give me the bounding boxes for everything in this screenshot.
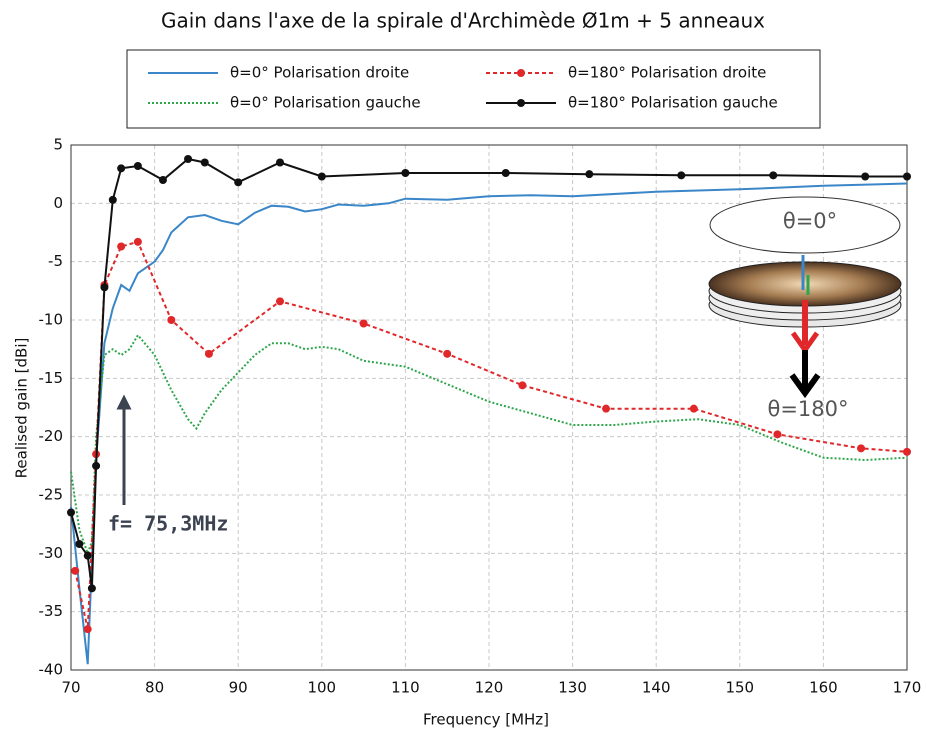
x-tick-label: 140 <box>642 679 671 697</box>
point <box>200 158 209 167</box>
point <box>359 319 368 328</box>
legend-label: θ=0° Polarisation gauche <box>230 94 421 112</box>
y-tick-label: -30 <box>39 544 64 562</box>
legend-marker <box>517 99 525 107</box>
plot-frame <box>70 144 908 671</box>
point <box>133 237 142 246</box>
point <box>87 584 96 593</box>
point <box>689 404 698 413</box>
point <box>67 508 75 517</box>
arrow-black-head <box>789 373 821 399</box>
point <box>861 172 870 181</box>
x-tick-label: 80 <box>145 679 164 697</box>
legend-label: θ=0° Polarisation droite <box>230 64 409 82</box>
theta180-label: θ=180° <box>767 397 848 421</box>
point <box>903 172 911 181</box>
point <box>204 349 213 358</box>
point <box>100 283 109 292</box>
pattern-ellipse <box>709 196 901 254</box>
y-tick-label: 0 <box>53 194 63 212</box>
x-tick-label: 150 <box>725 679 754 697</box>
point <box>501 169 510 177</box>
x-tick-label: 130 <box>558 679 587 697</box>
point <box>276 297 284 306</box>
y-tick-label: -5 <box>48 252 63 270</box>
point <box>108 195 117 204</box>
point <box>158 176 167 184</box>
x-tick-label: 170 <box>893 679 922 697</box>
y-tick-label: -15 <box>39 369 64 387</box>
y-tick-label: -10 <box>39 311 64 329</box>
point <box>857 444 866 453</box>
x-axis-label: Frequency [MHz] <box>423 711 549 729</box>
point <box>677 171 686 180</box>
y-tick-label: -35 <box>39 602 64 620</box>
point <box>769 171 778 180</box>
y-axis-label: Realised gain [dBi] <box>13 338 31 479</box>
point <box>317 172 326 181</box>
legend-box <box>126 49 821 129</box>
point <box>167 316 176 324</box>
legend-label: θ=180° Polarisation droite <box>568 64 766 82</box>
point <box>117 242 126 251</box>
point <box>903 447 911 456</box>
x-tick-label: 100 <box>307 679 336 697</box>
point <box>92 461 101 470</box>
point <box>401 169 410 177</box>
point <box>443 349 452 358</box>
series-line <box>70 157 907 589</box>
chart-title: Gain dans l'axe de la spirale d'Archimèd… <box>161 9 765 33</box>
y-tick-label: -25 <box>39 486 64 504</box>
series-line <box>70 333 908 557</box>
point <box>75 540 84 548</box>
point <box>602 404 611 413</box>
x-tick-label: 110 <box>391 679 420 697</box>
point <box>276 158 284 167</box>
point <box>133 162 142 170</box>
spiral-disk <box>708 261 902 307</box>
point <box>184 155 193 163</box>
point <box>773 430 782 439</box>
series-line <box>70 182 908 665</box>
theta0-label: θ=0° <box>783 209 837 233</box>
x-tick-label: 70 <box>61 679 80 697</box>
frequency-annotation: f= 75,3MHz <box>108 512 228 536</box>
point <box>585 170 594 179</box>
legend-marker <box>517 69 525 77</box>
x-tick-label: 160 <box>809 679 838 697</box>
point <box>234 178 243 187</box>
point <box>83 625 92 634</box>
point <box>71 566 80 575</box>
x-tick-label: 120 <box>475 679 504 697</box>
y-tick-label: -20 <box>39 427 64 445</box>
point <box>518 381 527 390</box>
x-tick-label: 90 <box>229 679 248 697</box>
antenna-inset <box>708 196 902 399</box>
y-tick-label: 5 <box>53 136 63 154</box>
y-tick-label: -40 <box>39 661 64 679</box>
legend-label: θ=180° Polarisation gauche <box>568 94 778 112</box>
point <box>83 551 92 560</box>
point <box>117 164 126 173</box>
